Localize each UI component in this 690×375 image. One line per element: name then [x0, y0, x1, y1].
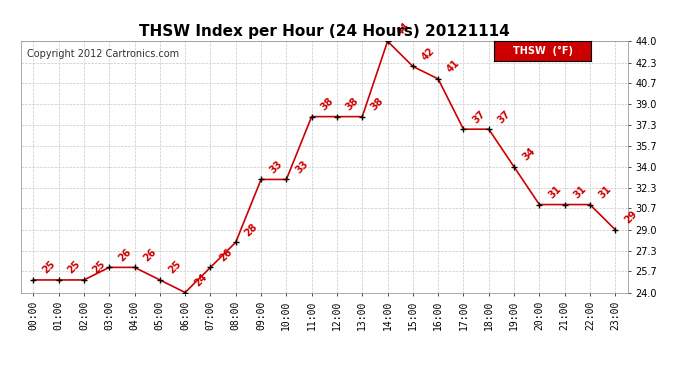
Text: 25: 25 [40, 259, 57, 276]
Title: THSW Index per Hour (24 Hours) 20121114: THSW Index per Hour (24 Hours) 20121114 [139, 24, 510, 39]
Text: 24: 24 [192, 272, 208, 288]
Text: 31: 31 [571, 184, 588, 200]
Text: 38: 38 [344, 96, 361, 112]
Text: 38: 38 [369, 96, 386, 112]
Text: 37: 37 [495, 108, 512, 125]
Text: Copyright 2012 Cartronics.com: Copyright 2012 Cartronics.com [27, 49, 179, 59]
Text: 28: 28 [243, 221, 259, 238]
Text: 42: 42 [420, 46, 436, 62]
Text: 25: 25 [167, 259, 184, 276]
Text: 31: 31 [546, 184, 563, 200]
Text: 29: 29 [622, 209, 639, 225]
Text: 37: 37 [471, 108, 487, 125]
Text: 31: 31 [597, 184, 613, 200]
Text: 25: 25 [66, 259, 82, 276]
Text: 26: 26 [217, 247, 234, 263]
Text: 34: 34 [521, 146, 538, 163]
Text: 38: 38 [319, 96, 335, 112]
Text: 33: 33 [268, 159, 284, 175]
Text: 26: 26 [141, 247, 158, 263]
Text: 33: 33 [293, 159, 310, 175]
Text: 25: 25 [91, 259, 108, 276]
Text: 26: 26 [116, 247, 132, 263]
Text: 44: 44 [395, 21, 411, 37]
Text: 41: 41 [445, 58, 462, 75]
